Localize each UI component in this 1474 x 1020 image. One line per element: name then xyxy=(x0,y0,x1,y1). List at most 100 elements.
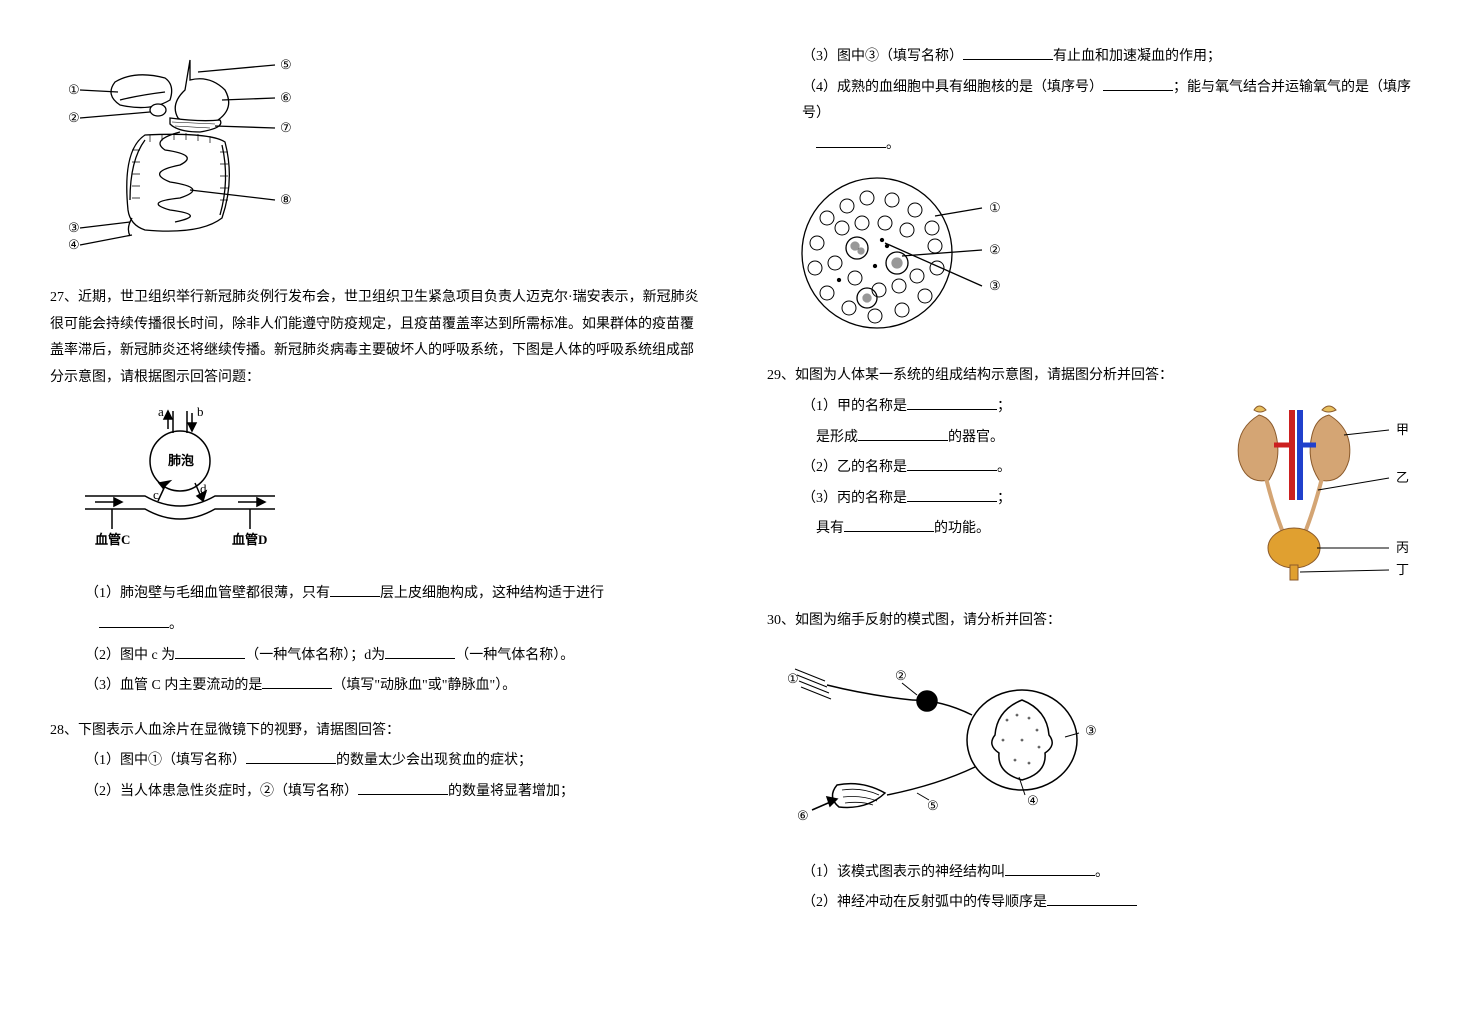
reflex-figure: ① ② ③ ④ ⑤ ⑥ xyxy=(767,645,1424,835)
q27-p1c: 。 xyxy=(169,617,183,632)
question-28: 28、下图表示人血涂片在显微镜下的视野，请据图回答： （1）图中①（填写名称）的… xyxy=(50,718,707,806)
q30-p1a: （1）该模式图表示的神经结构叫 xyxy=(802,865,1005,880)
q28-p3a: （3）图中③（填写名称） xyxy=(802,49,963,64)
q27-p3a: （3）血管 C 内主要流动的是 xyxy=(85,678,262,693)
alv-a: a xyxy=(158,404,164,419)
dig-label-7: ⑦ xyxy=(280,120,292,135)
blank xyxy=(858,425,948,440)
q28-p4-cont: 。 xyxy=(767,132,1424,159)
rf-l3: ③ xyxy=(1085,723,1097,738)
blank xyxy=(246,749,336,764)
q29-p3c: 具有 的功能。 xyxy=(767,516,1184,543)
blank xyxy=(816,132,886,147)
blank xyxy=(1103,75,1173,90)
question-28-cont: （3）图中③（填写名称） 有止血和加速凝血的作用； （4）成熟的血细胞中具有细胞核… xyxy=(767,44,1424,338)
q30-p1b: 。 xyxy=(1095,865,1109,880)
q28-p1a: （1）图中①（填写名称） xyxy=(85,753,246,768)
q27-p1b: 层上皮细胞构成，这种结构适于进行 xyxy=(380,586,604,601)
q29-p3b: ； xyxy=(997,491,1011,506)
blood-smear-figure: ① ② ③ xyxy=(767,168,1424,338)
question-27: 27、近期，世卫组织举行新冠肺炎例行发布会，世卫组织卫生紧急项目负责人迈克尔·瑞… xyxy=(50,285,707,700)
blank xyxy=(907,456,997,471)
q29-p1b: ； xyxy=(997,399,1011,414)
blank xyxy=(175,643,245,658)
dig-label-1: ① xyxy=(68,82,80,97)
q30-p2a: （2）神经冲动在反射弧中的传导顺序是 xyxy=(802,895,1047,910)
q27-p2a: （2）图中 c 为 xyxy=(85,648,175,663)
q30-p2: （2）神经冲动在反射弧中的传导顺序是 xyxy=(767,890,1424,917)
q27-p1a: （1）肺泡壁与毛细血管壁都很薄，只有 xyxy=(85,586,330,601)
q28-p4c: 。 xyxy=(886,137,900,152)
blood-l1: ① xyxy=(989,200,1001,215)
dig-label-8: ⑧ xyxy=(280,192,292,207)
alv-c: c xyxy=(153,487,159,502)
digestive-figure: ① ② ③ ④ ⑤ ⑥ ⑦ ⑧ xyxy=(50,50,707,260)
q27-p3b: （填写"动脉血"或"静脉血"）。 xyxy=(332,678,516,693)
ur-bing: 丙 xyxy=(1396,540,1409,555)
q27-p2b: （一种气体名称）；d为 xyxy=(245,648,385,663)
blood-l2: ② xyxy=(989,242,1001,257)
blank xyxy=(330,582,380,597)
right-column: （3）图中③（填写名称） 有止血和加速凝血的作用； （4）成熟的血细胞中具有细胞核… xyxy=(767,40,1424,980)
blank xyxy=(99,613,169,628)
q27-p2c: （一种气体名称）。 xyxy=(455,648,574,663)
rf-l6: ⑥ xyxy=(797,808,809,823)
blank xyxy=(385,643,455,658)
q29-p2b: 。 xyxy=(997,460,1011,475)
q29-p2: （2）乙的名称是 。 xyxy=(767,455,1184,482)
blank xyxy=(1005,860,1095,875)
q29-p1a: （1）甲的名称是 xyxy=(802,399,907,414)
q29-p3a: （3）丙的名称是 xyxy=(802,491,907,506)
blood-l3: ③ xyxy=(989,278,1001,293)
blank xyxy=(963,45,1053,60)
blank xyxy=(844,517,934,532)
alv-vd: 血管D xyxy=(232,532,267,547)
dig-label-2: ② xyxy=(68,110,80,125)
q30-p1: （1）该模式图表示的神经结构叫 。 xyxy=(767,860,1424,887)
blank xyxy=(907,486,997,501)
q28-p4a: （4）成熟的血细胞中具有细胞核的是（填序号） xyxy=(802,80,1103,95)
q27-p3: （3）血管 C 内主要流动的是 （填写"动脉血"或"静脉血"）。 xyxy=(50,673,707,700)
q27-p2: （2）图中 c 为 （一种气体名称）；d为 （一种气体名称）。 xyxy=(50,643,707,670)
q28-p3b: 有止血和加速凝血的作用； xyxy=(1053,49,1221,64)
q27-num: 27、 xyxy=(50,290,78,305)
q28-p1: （1）图中①（填写名称） 的数量太少会出现贫血的症状； xyxy=(50,748,707,775)
blank xyxy=(358,780,448,795)
alv-d: d xyxy=(200,481,207,496)
q28-p1b: 的数量太少会出现贫血的症状； xyxy=(336,753,532,768)
rf-l1: ① xyxy=(787,671,799,686)
alveoli-figure: a b 肺泡 c d 血管C 血管D xyxy=(50,401,707,556)
blank xyxy=(262,674,332,689)
dig-label-4: ④ xyxy=(68,237,80,252)
q29-p3: （3）丙的名称是 ； xyxy=(767,486,1184,513)
q29-num: 29、 xyxy=(767,368,795,383)
q27-p1-cont: 。 xyxy=(50,612,707,639)
q29-p1c: 是形成的器官。 xyxy=(767,425,1184,452)
rf-l4: ④ xyxy=(1027,793,1039,808)
dig-label-3: ③ xyxy=(68,220,80,235)
alv-b: b xyxy=(197,404,204,419)
q29-p2a: （2）乙的名称是 xyxy=(802,460,907,475)
q28-p2: （2）当人体患急性炎症时，②（填写名称） 的数量将显著增加； xyxy=(50,779,707,806)
blank xyxy=(1047,891,1137,906)
ur-jia: 甲 xyxy=(1396,422,1409,437)
blank xyxy=(907,395,997,410)
q29-intro: 如图为人体某一系统的组成结构示意图，请据图分析并回答： xyxy=(795,368,1173,383)
dig-label-6: ⑥ xyxy=(280,90,292,105)
q30-intro: 如图为缩手反射的模式图，请分析并回答： xyxy=(795,613,1061,628)
rf-l2: ② xyxy=(895,668,907,683)
q29-p1: （1）甲的名称是 ； xyxy=(767,394,1184,421)
q28-p2a: （2）当人体患急性炎症时，②（填写名称） xyxy=(85,784,358,799)
ur-ding: 丁 xyxy=(1396,562,1409,577)
q28-p4: （4）成熟的血细胞中具有细胞核的是（填序号）；能与氧气结合并运输氧气的是（填序号… xyxy=(767,75,1424,128)
ur-yi: 乙 xyxy=(1396,470,1409,485)
question-30: 30、如图为缩手反射的模式图，请分析并回答： xyxy=(767,608,1424,917)
q28-p2b: 的数量将显著增加； xyxy=(448,784,574,799)
urinary-figure: 甲 乙 丙 丁 xyxy=(1204,390,1424,590)
q29-p1d: 的器官。 xyxy=(948,430,1004,445)
left-column: ① ② ③ ④ ⑤ ⑥ ⑦ ⑧ 27、近期，世卫组织举行新冠肺炎例行发布会，世卫… xyxy=(50,40,707,980)
q27-intro: 近期，世卫组织举行新冠肺炎例行发布会，世卫组织卫生紧急项目负责人迈克尔·瑞安表示… xyxy=(50,290,699,385)
q29-p3d: 的功能。 xyxy=(934,521,990,536)
q30-num: 30、 xyxy=(767,613,795,628)
q29-p3c-txt: 具有 xyxy=(816,521,844,536)
